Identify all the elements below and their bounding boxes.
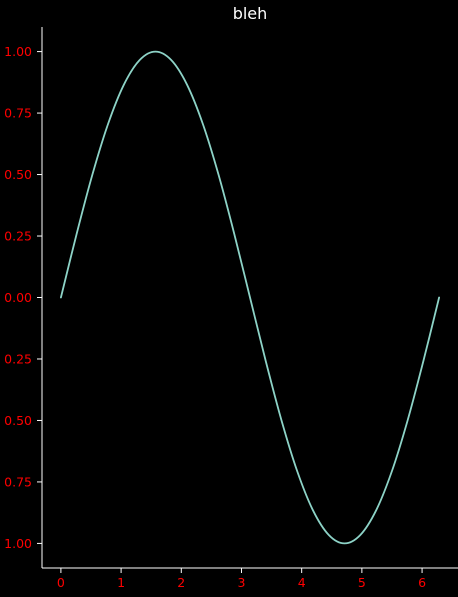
y-tick-label: 1.00	[4, 44, 32, 59]
x-tick-label: 6	[418, 575, 426, 590]
y-tick-label: 0.50	[4, 167, 32, 182]
series-line	[60, 50, 441, 545]
chart-title: bleh	[233, 4, 268, 23]
x-tick-label: 5	[358, 575, 366, 590]
x-tick-label: 3	[238, 575, 246, 590]
x-tick-label: 4	[298, 575, 306, 590]
plot-area: 0 1 2 3 4 5 6 1.00 0.75 0.50 0.25 0.00 0.25 0.50 0.75 1…	[4, 27, 458, 590]
x-tick-label: 2	[177, 575, 185, 590]
y-tick-label: 0.50	[4, 413, 32, 428]
x-tick-label: 1	[117, 575, 125, 590]
x-tick-label: 0	[57, 575, 65, 590]
y-tick-label: 1.00	[4, 536, 32, 551]
y-tick-label: 0.75	[4, 106, 32, 121]
y-tick-label: 0.25	[4, 229, 32, 244]
y-tick-label: 0.75	[4, 474, 32, 489]
y-tick-label: 0.25	[4, 351, 32, 366]
y-tick-label: 0.00	[4, 290, 32, 305]
